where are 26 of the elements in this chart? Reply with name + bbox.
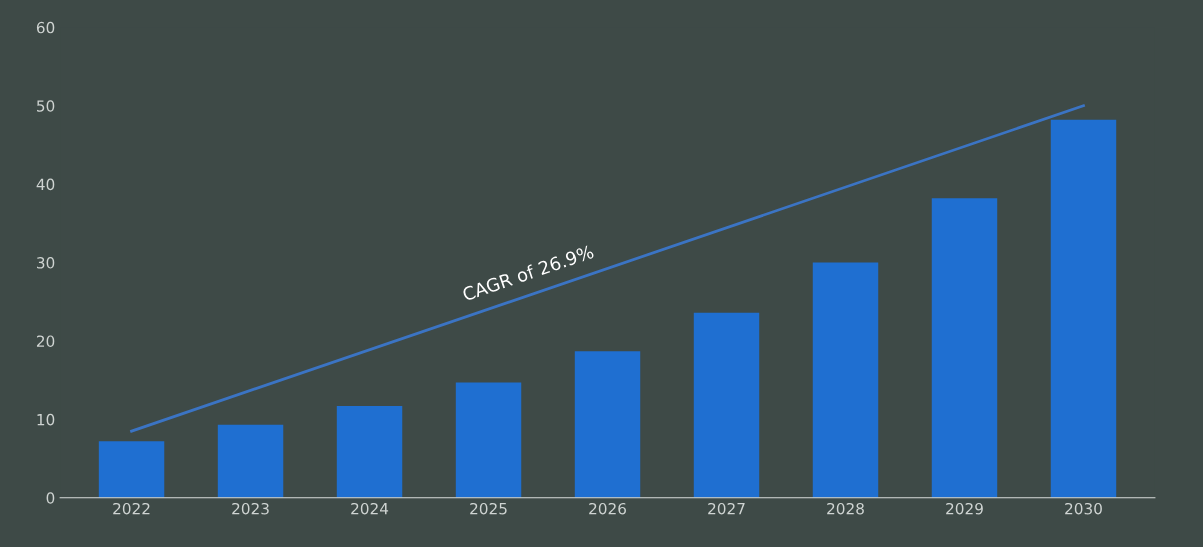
bar: [455, 382, 522, 498]
x-tick-label: 2023: [232, 502, 269, 515]
y-tick-label: 50: [37, 100, 55, 112]
y-tick-label: 0: [46, 492, 55, 504]
x-tick-label: 2024: [351, 502, 389, 515]
bar: [1050, 119, 1117, 498]
y-tick-label: 20: [36, 335, 55, 347]
annotation: CAGR of 26.9%: [461, 244, 595, 302]
x-tick-label: 2022: [113, 502, 150, 515]
bar: [98, 441, 165, 498]
y-tick-label: 60: [36, 21, 55, 34]
bar: [217, 424, 284, 498]
x-tick-label: 2026: [589, 502, 626, 515]
bar: [336, 406, 403, 498]
bar: [574, 351, 641, 498]
x-tick-label: 2025: [470, 502, 507, 515]
bar: [812, 262, 879, 498]
bar: [693, 312, 760, 498]
x-tick-label: 2028: [827, 502, 864, 515]
x-tick-label: 2027: [708, 502, 745, 515]
y-tick-label: 30: [37, 257, 55, 269]
y-tick-label: 40: [36, 178, 55, 191]
x-tick-label: 2029: [946, 502, 983, 515]
bar: [931, 198, 998, 498]
x-tick-label: 2030: [1065, 502, 1102, 515]
y-tick-label: 10: [37, 413, 55, 426]
